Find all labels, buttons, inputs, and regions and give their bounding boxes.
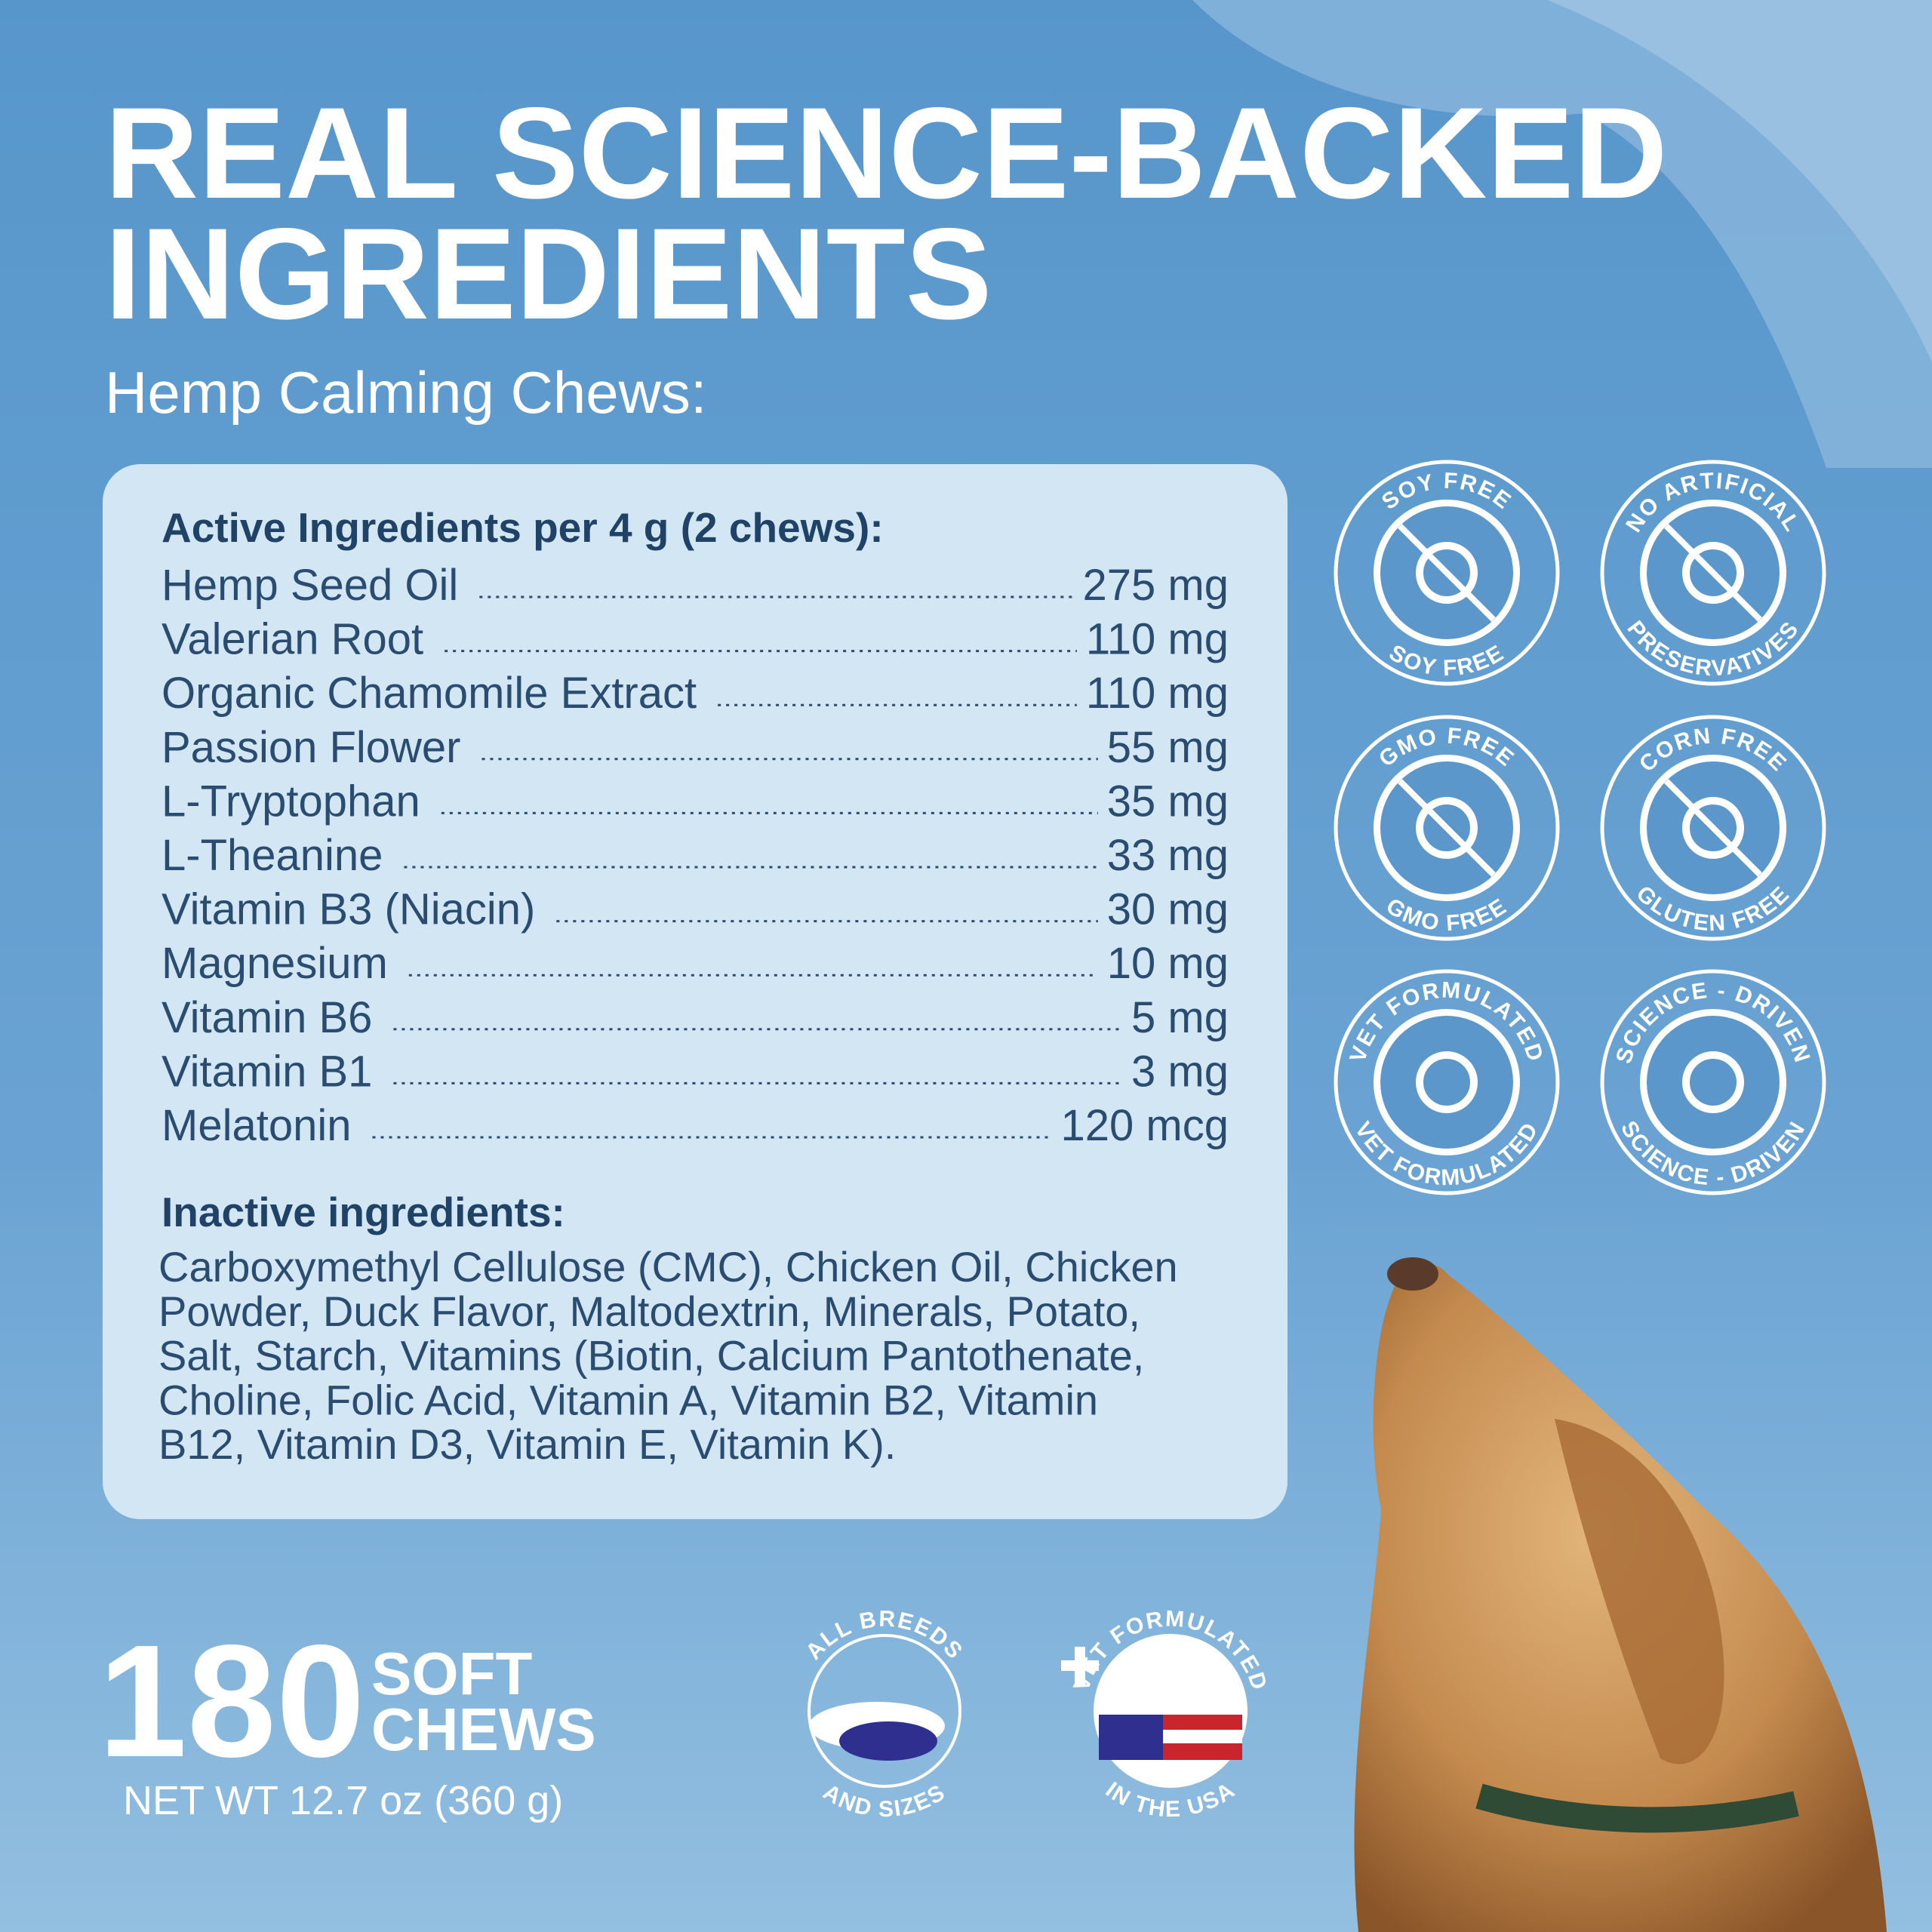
- badge-core-inner: [1647, 1016, 1780, 1149]
- ingredient-name: Vitamin B1: [162, 1047, 372, 1096]
- seal-ring: [1094, 1634, 1247, 1788]
- ingredient-amount: 3 mg: [1131, 1047, 1229, 1096]
- ingredient-amount: 275 mg: [1083, 561, 1229, 610]
- badge-icon: [1416, 1051, 1478, 1113]
- ingredient-amount: 30 mg: [1107, 885, 1229, 934]
- ingredient-name: Vitamin B6: [162, 993, 372, 1042]
- ingredient-name: Valerian Root: [162, 615, 423, 664]
- badge-icon: [1682, 797, 1744, 859]
- ingredient-amount: 120 mcg: [1061, 1101, 1229, 1150]
- net-weight: NET WT 12.7 oz (360 g): [123, 1778, 563, 1823]
- count: 180: [98, 1611, 365, 1790]
- ingredient-name: Hemp Seed Oil: [162, 561, 458, 610]
- badge-ring: [1600, 715, 1826, 941]
- badge-ring: [1600, 460, 1826, 686]
- ingredients-panel: [103, 464, 1287, 1519]
- badge-strike: [1398, 524, 1496, 622]
- ingredient-name: Magnesium: [162, 939, 388, 988]
- seal-dog: [839, 1721, 937, 1761]
- badge-ring: [1600, 969, 1826, 1195]
- inactive-text: Carboxymethyl Cellulose (CMC), Chicken O…: [158, 1243, 1178, 1291]
- badge-ring: [1334, 460, 1560, 686]
- ingredient-name: Vitamin B3 (Niacin): [162, 885, 535, 934]
- count-unit: CHEWS: [371, 1696, 596, 1763]
- badge-ring: [1334, 715, 1560, 941]
- badge-ring: [1334, 969, 1560, 1195]
- ingredient-amount: 110 mg: [1086, 669, 1229, 718]
- section-heading: Active Ingredients per 4 g (2 chews):: [162, 504, 884, 551]
- title-line: REAL SCIENCE-BACKED: [105, 81, 1668, 226]
- seal-flag: [1099, 1715, 1163, 1760]
- dog-illustration: [1354, 1257, 1887, 1932]
- decor-shape: [1547, 0, 1932, 362]
- badge-strike: [1664, 779, 1762, 877]
- ingredient-amount: 110 mg: [1086, 615, 1229, 664]
- badge-icon: [1682, 1051, 1744, 1113]
- ingredient-amount: 5 mg: [1131, 993, 1229, 1042]
- badge-icon: [1416, 797, 1478, 859]
- subtitle: Hemp Calming Chews:: [105, 359, 707, 426]
- ingredient-amount: 10 mg: [1107, 939, 1229, 988]
- section-heading: Inactive ingredients:: [162, 1189, 565, 1235]
- badge-core-inner: [1380, 1016, 1513, 1149]
- seal-ring: [808, 1634, 961, 1788]
- inactive-text: Powder, Duck Flavor, Maltodextrin, Miner…: [158, 1287, 1140, 1335]
- ingredient-name: L-Theanine: [162, 831, 383, 880]
- title-line: INGREDIENTS: [105, 202, 992, 346]
- inactive-text: Salt, Starch, Vitamins (Biotin, Calcium …: [158, 1332, 1144, 1380]
- seal-cross: [1061, 1647, 1099, 1684]
- ingredient-name: Organic Chamomile Extract: [162, 669, 697, 718]
- badge-strike: [1664, 524, 1762, 622]
- ingredient-amount: 33 mg: [1107, 831, 1229, 880]
- badge-strike: [1398, 779, 1496, 877]
- ingredient-amount: 55 mg: [1107, 723, 1229, 772]
- ingredient-name: Melatonin: [162, 1101, 351, 1150]
- ingredient-name: Passion Flower: [162, 723, 460, 772]
- ingredient-name: L-Tryptophan: [162, 777, 420, 826]
- badge-icon: [1416, 542, 1478, 604]
- inactive-text: Choline, Folic Acid, Vitamin A, Vitamin …: [158, 1376, 1098, 1423]
- count-unit: SOFT: [371, 1640, 532, 1707]
- ingredient-amount: 35 mg: [1107, 777, 1229, 826]
- inactive-text: B12, Vitamin D3, Vitamin E, Vitamin K).: [158, 1420, 896, 1468]
- badge-icon: [1682, 542, 1744, 604]
